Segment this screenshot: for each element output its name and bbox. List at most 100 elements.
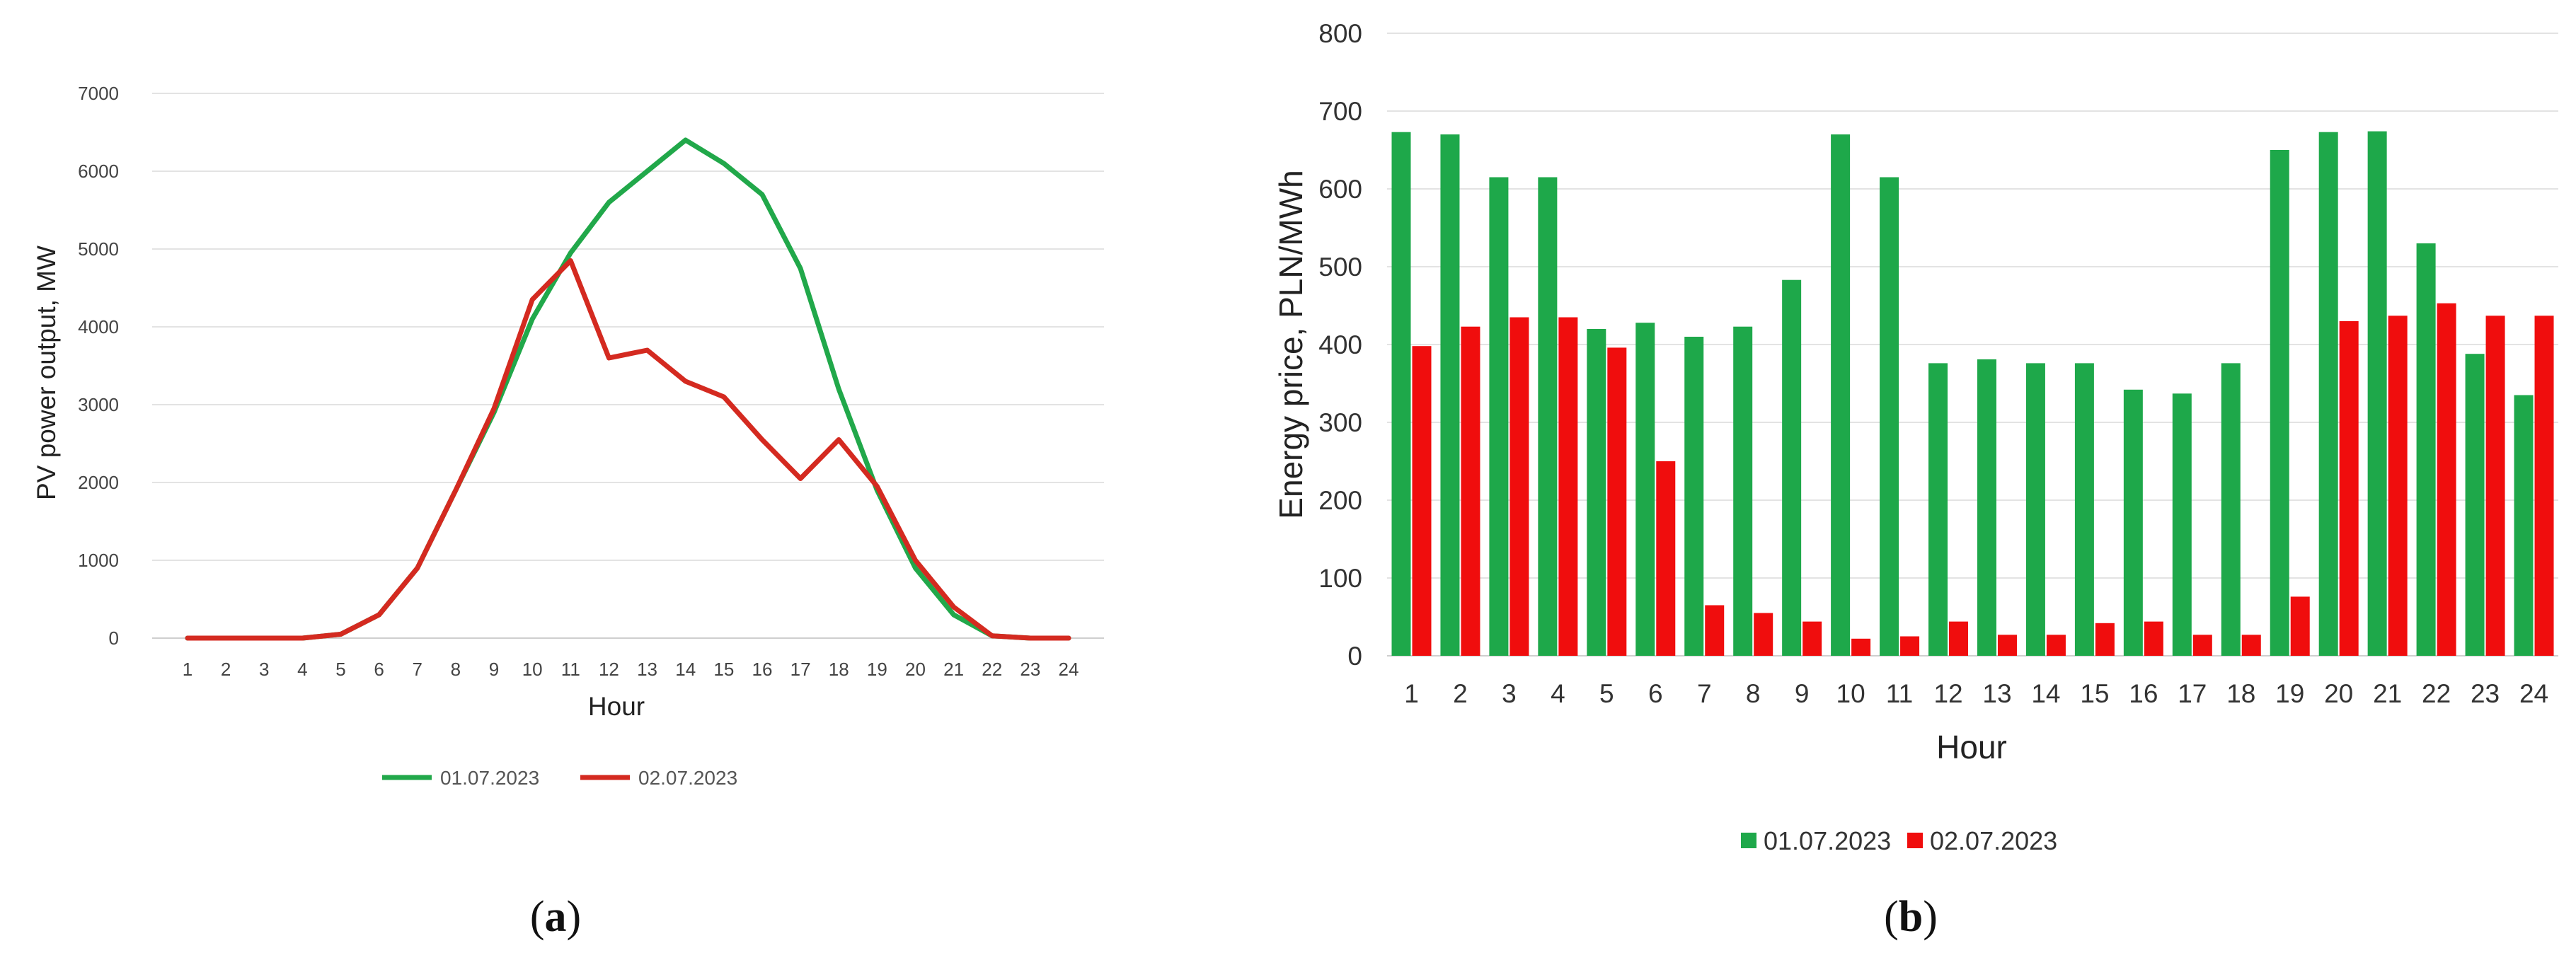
chart-b-y-tick-label: 400 — [1318, 330, 1362, 359]
chart-b-bar-1 — [1489, 177, 1509, 656]
chart-b-y-tick-label: 300 — [1318, 408, 1362, 437]
chart-b-y-tick-labels: 0 100 200 300 400 500 600 700 800 — [1318, 19, 1362, 671]
chart-b-x-tick-label: 24 — [2519, 679, 2548, 708]
chart-b-x-tick-label: 18 — [2226, 679, 2255, 708]
chart-a-y-tick-label: 4000 — [78, 316, 119, 337]
chart-b-bar-1 — [2465, 354, 2485, 656]
chart-b-bar-1 — [1733, 326, 1753, 656]
chart-b-x-tick-label: 12 — [1933, 679, 1962, 708]
chart-a-y-tick-label: 0 — [109, 628, 119, 649]
chart-b-bar-2 — [1558, 317, 1578, 656]
chart-a-x-tick-label: 24 — [1059, 659, 1079, 680]
chart-b-legend-swatch — [1907, 833, 1923, 848]
chart-a-y-tick-label: 3000 — [78, 394, 119, 415]
chart-a-x-tick-label: 3 — [259, 659, 269, 680]
chart-a-series-lines — [185, 137, 1071, 641]
chart-a-x-tick-label: 21 — [943, 659, 964, 680]
chart-b-y-axis-label: Energy price, PLN/MWh — [1272, 170, 1309, 519]
chart-a-y-tick-labels: 0 1000 2000 3000 4000 5000 6000 7000 — [78, 83, 119, 649]
chart-b-bar-1 — [2123, 389, 2143, 656]
chart-b-bar-2 — [2241, 635, 2261, 656]
chart-a-x-tick-label: 6 — [374, 659, 384, 680]
chart-a-series-line-1 — [185, 137, 1071, 641]
chart-a-gridlines — [152, 93, 1104, 639]
chart-b-bar-1 — [2221, 363, 2241, 656]
chart-a-x-tick-label: 12 — [599, 659, 619, 680]
chart-a-x-tick-label: 22 — [982, 659, 1002, 680]
chart-a-x-tick-label: 23 — [1020, 659, 1040, 680]
chart-b-y-tick-label: 100 — [1318, 564, 1362, 593]
chart-b-x-tick-label: 16 — [2129, 679, 2158, 708]
chart-b-bar-1 — [1928, 363, 1948, 656]
chart-b-bar-2 — [2046, 635, 2066, 656]
chart-b-x-tick-label: 11 — [1886, 679, 1913, 708]
chart-a-x-tick-label: 15 — [713, 659, 734, 680]
chart-b-x-tick-label: 14 — [2031, 679, 2060, 708]
chart-b-x-tick-label: 1 — [1404, 679, 1419, 708]
chart-b-bar-2 — [1461, 326, 1480, 656]
chart-a-x-tick-label: 4 — [297, 659, 307, 680]
chart-b-bar-1 — [1587, 329, 1606, 656]
chart-b-caption: (b) — [1884, 893, 1938, 941]
chart-a-y-axis-label: PV power output, MW — [32, 245, 61, 500]
chart-b-x-tick-label: 9 — [1795, 679, 1810, 708]
chart-a-x-tick-labels: 1 2 3 4 5 6 7 8 9 10 11 12 13 14 15 16 17 18 19 20 21 22 23 24 — [183, 659, 1079, 680]
chart-b-bar-1 — [1635, 323, 1655, 656]
chart-b-bar-2 — [1705, 605, 1725, 656]
chart-b-bar-2 — [1949, 621, 1969, 656]
chart-b-y-tick-label: 200 — [1318, 486, 1362, 515]
chart-b-bar-2 — [1802, 621, 1822, 656]
chart-b-x-axis-label: Hour — [1936, 729, 2007, 765]
chart-b-bar-2 — [2339, 321, 2359, 656]
chart-a-legend-label: 01.07.2023 — [440, 767, 539, 789]
chart-a-x-tick-label: 7 — [413, 659, 422, 680]
chart-a-x-tick-label: 19 — [867, 659, 887, 680]
chart-a-series-line-2 — [185, 258, 1071, 641]
chart-b-bar-1 — [1831, 134, 1851, 656]
chart-b-bar-2 — [1900, 636, 1920, 656]
chart-b-x-tick-label: 5 — [1599, 679, 1614, 708]
chart-b-bar-1 — [1440, 134, 1460, 656]
chart-b-y-tick-label: 600 — [1318, 175, 1362, 204]
chart-b-bar-2 — [1607, 347, 1627, 656]
chart-b-bar-2 — [1510, 317, 1529, 656]
chart-a-y-tick-label: 1000 — [78, 550, 119, 571]
chart-a-y-tick-label: 7000 — [78, 83, 119, 104]
chart-b-bar-2 — [2437, 303, 2456, 656]
chart-b-x-tick-label: 8 — [1746, 679, 1761, 708]
chart-b-legend: 01.07.2023 02.07.2023 — [1741, 826, 2057, 855]
chart-b-bar-2 — [2095, 623, 2115, 656]
chart-b-x-tick-label: 2 — [1453, 679, 1468, 708]
chart-b-y-tick-label: 500 — [1318, 253, 1362, 282]
chart-b-x-tick-label: 22 — [2422, 679, 2451, 708]
chart-b-bar-1 — [2514, 395, 2534, 656]
chart-b-y-tick-label: 700 — [1318, 97, 1362, 126]
chart-b-x-tick-labels: 1 2 3 4 5 6 7 8 9 10 11 12 13 14 15 16 17 18 19 20 21 22 23 24 — [1404, 679, 2548, 708]
chart-a-x-tick-label: 10 — [522, 659, 543, 680]
chart-b-x-tick-label: 4 — [1551, 679, 1565, 708]
chart-b-bar-2 — [2290, 596, 2310, 656]
chart-b-gridlines — [1387, 33, 2558, 657]
chart-b-bar-2 — [1997, 635, 2017, 656]
chart-b-x-tick-label: 21 — [2373, 679, 2402, 708]
chart-b-bar-1 — [2416, 243, 2436, 656]
chart-a-x-axis-label: Hour — [588, 692, 645, 721]
chart-a-legend-label: 02.07.2023 — [638, 767, 737, 789]
chart-a-x-tick-label: 2 — [221, 659, 231, 680]
chart-b-legend-label: 01.07.2023 — [1764, 826, 1891, 855]
chart-b-x-tick-label: 20 — [2324, 679, 2353, 708]
chart-a-x-tick-label: 16 — [752, 659, 772, 680]
chart-b-bar-1 — [2025, 363, 2045, 656]
chart-a-x-tick-label: 9 — [489, 659, 499, 680]
chart-b-bar-2 — [2144, 621, 2163, 656]
chart-a-x-tick-label: 13 — [637, 659, 657, 680]
chart-b-legend-swatch — [1741, 833, 1756, 848]
chart-a-x-tick-label: 1 — [183, 659, 192, 680]
chart-b-x-tick-label: 17 — [2178, 679, 2207, 708]
chart-a-caption: (a) — [530, 893, 581, 941]
chart-b-x-tick-label: 10 — [1836, 679, 1865, 708]
chart-b-bar-1 — [2074, 363, 2094, 656]
chart-b-bar-1 — [1782, 279, 1802, 656]
